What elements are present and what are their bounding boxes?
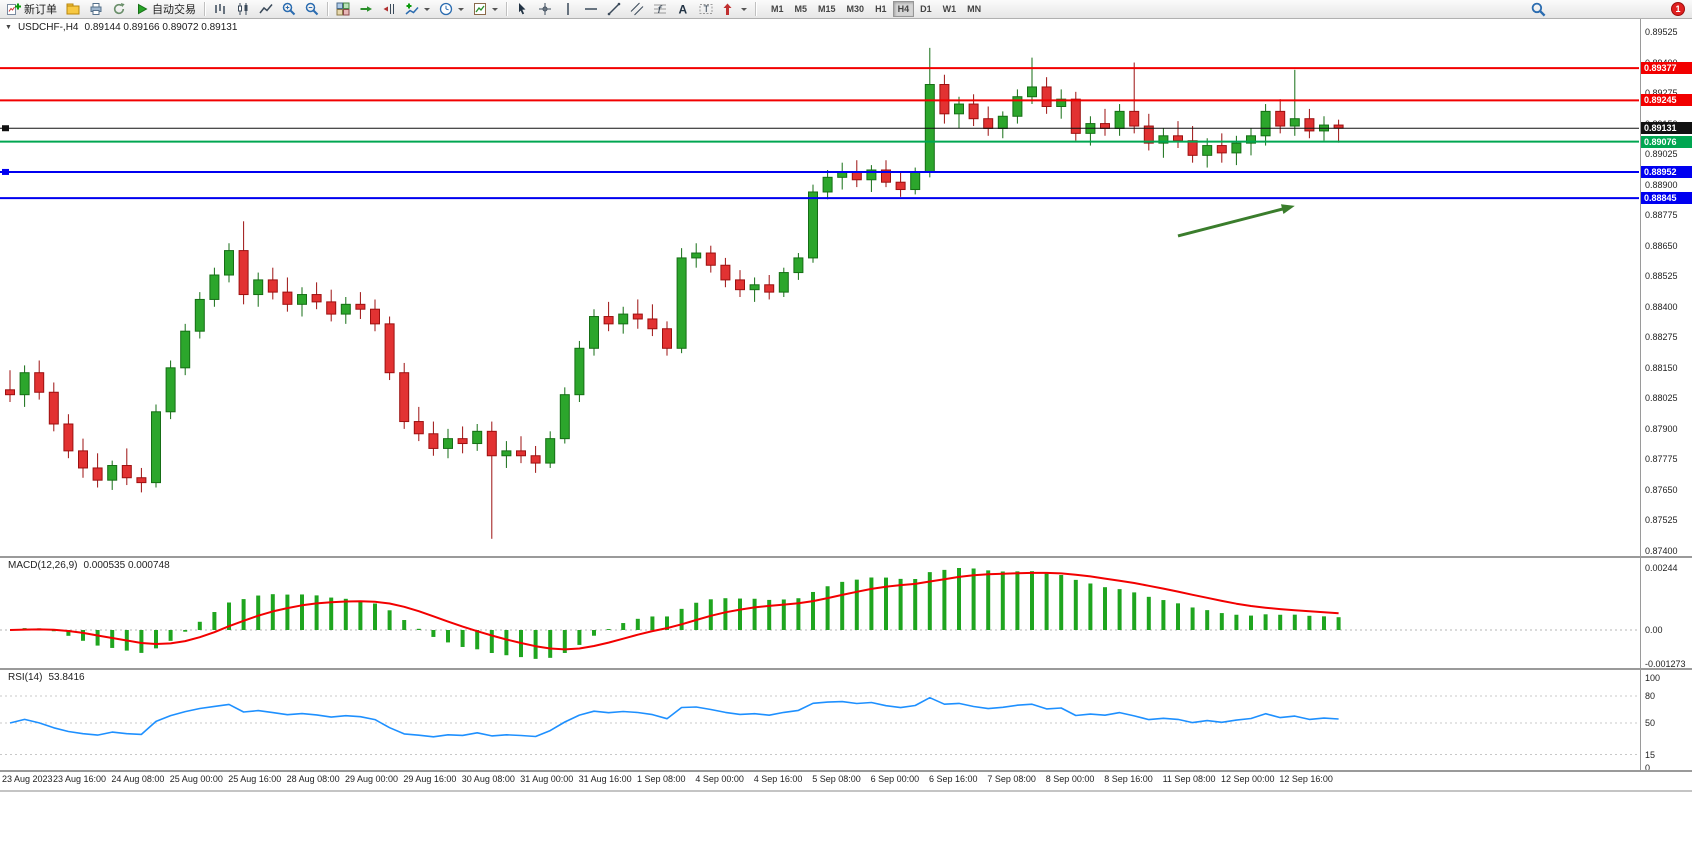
zoom-out-button[interactable] [301, 1, 323, 18]
chart-search-button[interactable] [1527, 1, 1550, 18]
chevron-down-icon [492, 7, 498, 11]
toolbar-separator [755, 2, 756, 16]
fibonacci-icon: f [653, 2, 667, 16]
new-order-label: 新订单 [24, 4, 57, 16]
chevron-down-icon [458, 7, 464, 11]
profiles-icon [66, 2, 80, 16]
macd-label: MACD(12,26,9) 0.000535 0.000748 [8, 560, 176, 571]
zoom-in-button[interactable] [278, 1, 300, 18]
timeframe-button-m30[interactable]: M30 [842, 1, 870, 17]
pane-divider-time-axis[interactable] [0, 770, 1692, 772]
line-chart-icon [259, 2, 273, 16]
price-axis-separator [1640, 19, 1641, 772]
new-order-icon [7, 2, 21, 16]
chevron-down-icon [741, 7, 747, 11]
tile-windows-button[interactable] [332, 1, 354, 18]
periods-button[interactable] [435, 1, 468, 18]
pane-divider-rsi[interactable] [0, 668, 1692, 670]
window-bottom-border [0, 790, 1692, 792]
timeframe-button-m15[interactable]: M15 [813, 1, 841, 17]
svg-text:f: f [658, 5, 663, 16]
rsi-value: 53.8416 [48, 672, 85, 683]
auto-trading-icon [135, 2, 149, 16]
cursor-button[interactable] [511, 1, 533, 18]
refresh-icon [112, 2, 126, 16]
profiles-button[interactable] [62, 1, 84, 18]
crosshair-icon [538, 2, 552, 16]
print-icon [89, 2, 103, 16]
cursor-icon [515, 2, 529, 16]
timeframe-button-d1[interactable]: D1 [915, 1, 937, 17]
search-icon [1531, 2, 1546, 17]
timeframe-button-m1[interactable]: M1 [766, 1, 789, 17]
zoom-out-icon [305, 2, 319, 16]
refresh-button[interactable] [108, 1, 130, 18]
auto-scroll-button[interactable] [355, 1, 377, 18]
timeframe-button-h1[interactable]: H1 [870, 1, 892, 17]
auto-trading-label: 自动交易 [152, 4, 196, 16]
crosshair-button[interactable] [534, 1, 556, 18]
arrows-tool-button[interactable] [718, 1, 751, 18]
line-chart-button[interactable] [255, 1, 277, 18]
notification-badge[interactable]: 1 [1671, 2, 1685, 16]
symbol-dropdown-icon[interactable]: ▼ [5, 24, 12, 31]
macd-values: 0.000535 0.000748 [83, 560, 170, 571]
timeframe-button-mn[interactable]: MN [962, 1, 986, 17]
toolbar-separator [204, 2, 205, 16]
symbol-period-label: USDCHF-,H4 [17, 22, 79, 33]
indicators-icon [405, 2, 419, 16]
symbol-ohlc-values: 0.89144 0.89166 0.89072 0.89131 [84, 22, 238, 33]
toolbar-separator [327, 2, 328, 16]
macd-name: MACD(12,26,9) [8, 560, 78, 571]
timeframe-toolbar: M1 M5 M15 M30 H1 H4 D1 W1 MN [766, 1, 986, 17]
text-tool-button[interactable]: A [672, 1, 694, 18]
chart-shift-icon [382, 2, 396, 16]
bar-chart-icon [213, 2, 227, 16]
clock-icon [439, 2, 453, 16]
bar-chart-button[interactable] [209, 1, 231, 18]
vertical-line-button[interactable] [557, 1, 579, 18]
channel-button[interactable] [626, 1, 648, 18]
timeframe-button-w1[interactable]: W1 [938, 1, 962, 17]
zoom-in-icon [282, 2, 296, 16]
pane-divider-macd[interactable] [0, 556, 1692, 558]
templates-button[interactable] [469, 1, 502, 18]
auto-scroll-icon [359, 2, 373, 16]
vertical-line-icon [561, 2, 575, 16]
rsi-name: RSI(14) [8, 672, 43, 683]
trendline-button[interactable] [603, 1, 625, 18]
print-button[interactable] [85, 1, 107, 18]
trendline-icon [607, 2, 621, 16]
text-label-icon: T [699, 2, 713, 16]
svg-text:A: A [679, 3, 688, 17]
candlestick-chart-button[interactable] [232, 1, 254, 18]
horizontal-line-button[interactable] [580, 1, 602, 18]
arrow-shape-icon [722, 2, 736, 16]
horizontal-line-icon [584, 2, 598, 16]
new-order-button[interactable]: 新订单 [3, 1, 61, 18]
rsi-label: RSI(14) 53.8416 [8, 672, 91, 683]
text-label-button[interactable]: T [695, 1, 717, 18]
candlestick-chart-icon [236, 2, 250, 16]
text-tool-icon: A [676, 2, 690, 17]
timeframe-button-h4[interactable]: H4 [892, 1, 915, 17]
chart-shift-button[interactable] [378, 1, 400, 18]
indicators-button[interactable] [401, 1, 434, 18]
chart-symbol-overlay: ▼ USDCHF-,H4 0.89144 0.89166 0.89072 0.8… [5, 22, 237, 33]
main-toolbar: 新订单 [0, 0, 1692, 19]
channel-icon [630, 2, 644, 16]
template-icon [473, 2, 487, 16]
toolbar-separator [506, 2, 507, 16]
timeframe-button-m5[interactable]: M5 [790, 1, 813, 17]
fibonacci-button[interactable]: f [649, 1, 671, 18]
auto-trading-button[interactable]: 自动交易 [131, 1, 200, 18]
tile-windows-icon [336, 2, 350, 16]
svg-text:T: T [704, 4, 710, 14]
chevron-down-icon [424, 7, 430, 11]
